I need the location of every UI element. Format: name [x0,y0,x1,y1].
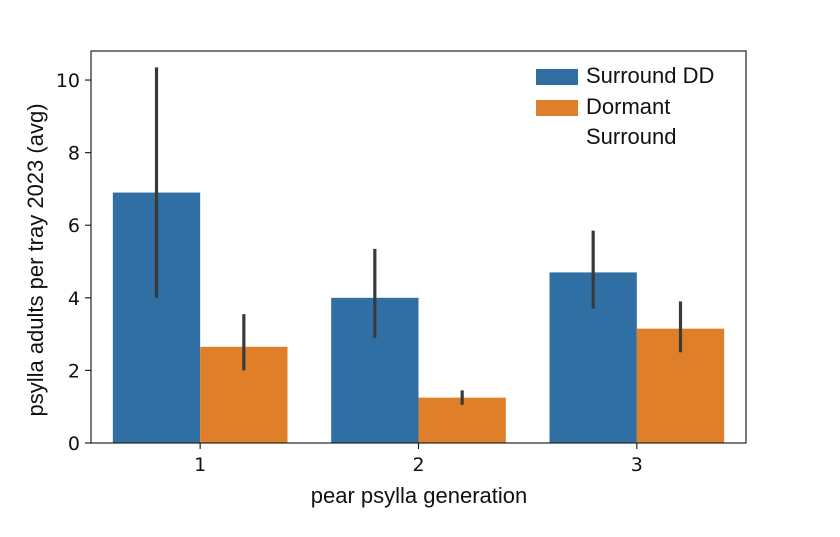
y-axis-label: psylla adults per tray 2023 (avg) [23,103,48,416]
legend-label-dormant-line2: Surround [586,124,677,149]
legend: Surround DD Dormant Surround [536,63,714,149]
y-axis: 0 2 4 6 8 10 [56,70,91,455]
y-tick-label-10: 10 [56,70,80,92]
x-axis: 1 2 3 [194,443,643,476]
y-tick-label-8: 8 [68,143,80,165]
y-tick-label-0: 0 [68,433,80,455]
legend-label-dormant-line1: Dormant [586,94,670,119]
x-axis-label: pear psylla generation [311,483,527,508]
bars-layer [112,192,725,443]
legend-swatch-surround-dd [536,69,578,85]
legend-label-dormant-surround: Dormant Surround [586,94,677,149]
legend-label-surround-dd: Surround DD [586,63,714,88]
bar-dormant-surround-gen-2 [418,397,506,443]
error-bars-layer [154,67,683,405]
y-tick-label-4: 4 [68,288,80,310]
y-tick-label-2: 2 [68,360,80,382]
x-tick-label-3: 3 [631,454,643,476]
x-tick-label-2: 2 [412,454,424,476]
x-tick-label-1: 1 [194,454,206,476]
legend-swatch-dormant-surround [536,100,578,116]
y-tick-label-6: 6 [68,215,80,237]
